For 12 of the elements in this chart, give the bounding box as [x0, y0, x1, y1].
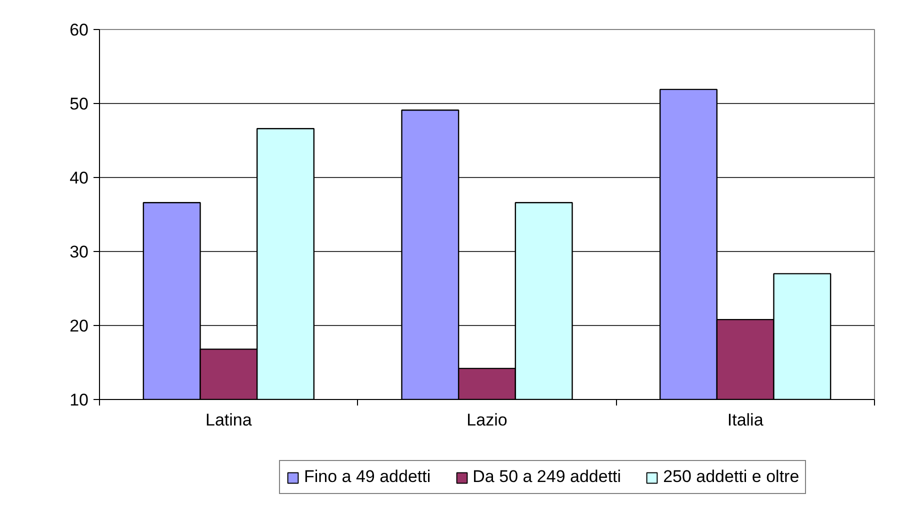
x-tick-label: Latina — [206, 410, 252, 430]
y-tick-label: 30 — [70, 242, 89, 262]
y-tick-label: 20 — [70, 316, 89, 336]
legend-label: 250 addetti e oltre — [663, 467, 800, 487]
y-tick-label: 40 — [70, 168, 89, 188]
y-tick-label: 60 — [70, 20, 89, 40]
x-tick-label: Italia — [727, 410, 764, 430]
y-tick-label: 50 — [70, 94, 89, 114]
x-tick-label: Lazio — [466, 410, 508, 430]
legend-label: Da 50 a 249 addetti — [472, 467, 622, 487]
legend-label: Fino a 49 addetti — [304, 467, 431, 487]
y-tick-label: 10 — [70, 390, 89, 410]
